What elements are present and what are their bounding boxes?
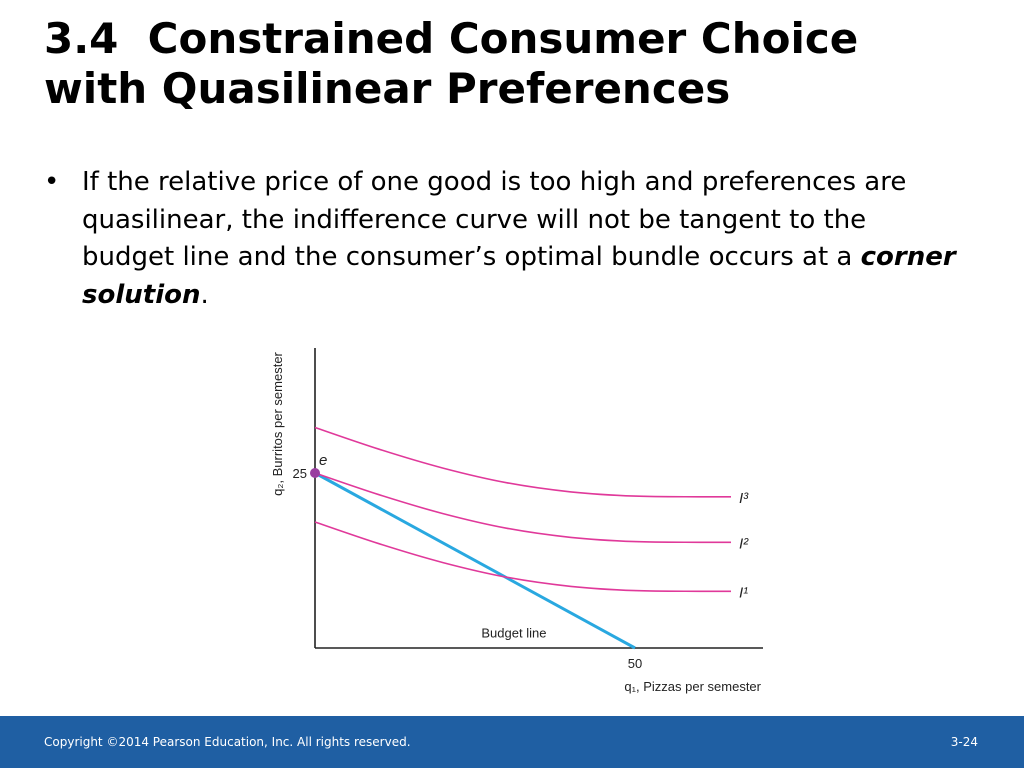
- bullet-emphasis: corner solution: [82, 242, 956, 310]
- point-e-label: e: [319, 452, 327, 469]
- x-axis-label: q₁, Pizzas per semester: [624, 679, 761, 694]
- budget-line-label: Budget line: [481, 626, 546, 641]
- bullet-point: • If the relative price of one good is t…: [44, 164, 964, 314]
- slide-title-line-2: with Quasilinear Preferences: [44, 64, 731, 113]
- point-e: [310, 468, 320, 478]
- chart-svg: Budget line I³ I² I¹ e 50 25 q₁, Pizzas per sem…: [270, 348, 763, 694]
- indifference-curve-2: [314, 472, 732, 544]
- slide-title-line-1: 3.4 Constrained Consumer Choice: [44, 14, 859, 63]
- budget-line: [314, 471, 636, 650]
- indifference-chart: Budget line I³ I² I¹ e 50 25 q₁, Pizzas per sem…: [250, 335, 790, 710]
- footer-copyright: Copyright ©2014 Pearson Education, Inc. …: [44, 735, 411, 749]
- y-tick-label-25: 25: [293, 466, 307, 481]
- footer-page-number: 3-24: [950, 735, 978, 749]
- bullet-marker: •: [44, 167, 60, 197]
- indifference-curve-label-3: I³: [739, 490, 749, 507]
- y-axis-label: q₂, Burritos per semester: [270, 351, 285, 495]
- indifference-curve-3: [314, 426, 732, 498]
- slide-title: 3.4 Constrained Consumer Choice with Qua…: [44, 14, 994, 114]
- indifference-curve-label-2: I²: [739, 535, 749, 552]
- bullet-trailing: .: [200, 279, 209, 310]
- footer-bar: Copyright ©2014 Pearson Education, Inc. …: [0, 716, 1024, 768]
- x-tick-label-50: 50: [628, 656, 642, 671]
- bullet-text: If the relative price of one good is too…: [82, 164, 964, 314]
- indifference-curve-1: [314, 521, 732, 593]
- indifference-curve-label-1: I¹: [739, 584, 748, 601]
- bullet-body: If the relative price of one good is too…: [82, 167, 907, 272]
